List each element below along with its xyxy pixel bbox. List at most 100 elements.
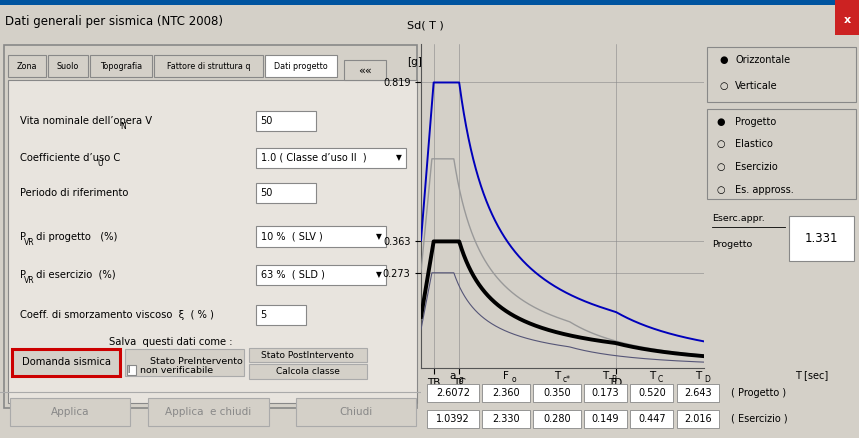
Bar	[125, 350, 244, 375]
Text: ▼: ▼	[376, 232, 381, 241]
Text: Domanda sismica: Domanda sismica	[21, 357, 111, 367]
Text: Chiudi: Chiudi	[339, 407, 373, 417]
Text: T: T	[602, 371, 609, 381]
Bar	[789, 215, 855, 261]
Bar	[10, 398, 131, 426]
Bar	[483, 410, 530, 428]
Text: non verificabile: non verificabile	[140, 366, 213, 375]
Text: Zona: Zona	[17, 62, 37, 71]
Bar	[427, 410, 479, 428]
Text: Stato PreIntervento: Stato PreIntervento	[150, 357, 243, 366]
Text: di progetto   (%): di progetto (%)	[33, 232, 118, 241]
Text: F: F	[503, 371, 509, 381]
Bar	[256, 110, 316, 131]
Text: VR: VR	[24, 237, 34, 247]
Text: 2.360: 2.360	[492, 388, 520, 398]
Text: Es. appross.: Es. appross.	[735, 185, 794, 194]
Text: Vita nominale dell’opera V: Vita nominale dell’opera V	[20, 116, 152, 126]
Bar	[90, 55, 152, 78]
Text: c*: c*	[563, 375, 571, 385]
Text: B: B	[612, 375, 617, 385]
Text: T: T	[649, 371, 655, 381]
Text: ○: ○	[716, 162, 725, 172]
Text: 2.330: 2.330	[492, 414, 520, 424]
Bar	[584, 410, 627, 428]
Text: VR: VR	[24, 276, 34, 285]
Text: Verticale: Verticale	[735, 81, 778, 91]
Text: Stato PostIntervento: Stato PostIntervento	[261, 351, 354, 360]
Text: ●: ●	[720, 55, 728, 65]
Text: Coeff. di smorzamento viscoso  ξ  ( % ): Coeff. di smorzamento viscoso ξ ( % )	[20, 310, 214, 320]
Bar	[8, 80, 417, 403]
Text: ○: ○	[716, 185, 725, 194]
Text: Salva  questi dati come :: Salva questi dati come :	[108, 337, 232, 347]
Bar	[835, 0, 859, 35]
Text: 1.0 ( Classe d’uso II  ): 1.0 ( Classe d’uso II )	[260, 153, 366, 163]
Text: 0.447: 0.447	[638, 414, 666, 424]
Bar	[677, 410, 719, 428]
Bar	[256, 148, 405, 168]
Bar	[708, 47, 856, 102]
Text: Progetto: Progetto	[735, 117, 777, 127]
Bar	[0, 0, 859, 5]
Text: T [sec]: T [sec]	[795, 370, 828, 380]
Text: P: P	[20, 232, 26, 241]
Text: N: N	[120, 122, 126, 131]
Text: 0.350: 0.350	[543, 388, 571, 398]
Text: Dati progetto: Dati progetto	[274, 62, 327, 71]
Bar	[149, 398, 269, 426]
Bar	[256, 226, 386, 247]
Bar	[256, 265, 386, 285]
Bar	[584, 384, 627, 402]
Text: Topografia: Topografia	[101, 62, 143, 71]
Bar	[8, 55, 46, 78]
Text: 0.280: 0.280	[543, 414, 571, 424]
Bar	[256, 305, 306, 325]
Text: ○: ○	[716, 139, 725, 149]
Text: [g]: [g]	[407, 57, 422, 67]
Bar	[295, 398, 416, 426]
Text: Dati generali per sismica (NTC 2008): Dati generali per sismica (NTC 2008)	[5, 14, 223, 28]
Text: ○: ○	[720, 81, 728, 91]
Text: Sd( T ): Sd( T )	[407, 21, 443, 31]
Text: ▼: ▼	[376, 270, 381, 279]
Text: o: o	[512, 375, 517, 385]
Text: 5: 5	[260, 310, 267, 320]
Bar	[48, 55, 88, 78]
Bar	[427, 384, 479, 402]
Text: 50: 50	[260, 188, 273, 198]
Text: 1.331: 1.331	[805, 232, 838, 245]
Text: 0.520: 0.520	[638, 388, 666, 398]
Text: Elastico: Elastico	[735, 139, 773, 149]
Text: Periodo di riferimento: Periodo di riferimento	[20, 188, 128, 198]
Bar	[533, 410, 581, 428]
Text: Esercizio: Esercizio	[735, 162, 778, 172]
Text: 0.173: 0.173	[592, 388, 619, 398]
Text: D: D	[704, 375, 710, 385]
Bar	[344, 60, 386, 81]
Bar	[256, 183, 316, 203]
Bar	[631, 384, 673, 402]
Bar	[265, 55, 337, 78]
Text: T: T	[695, 371, 701, 381]
Text: Applica: Applica	[51, 407, 89, 417]
Text: Coefficiente d’uso C: Coefficiente d’uso C	[20, 153, 120, 163]
Text: C: C	[658, 375, 663, 385]
Text: 2.6072: 2.6072	[436, 388, 470, 398]
Bar	[155, 55, 263, 78]
Text: 10 %  ( SLV ): 10 % ( SLV )	[260, 232, 322, 241]
Text: U: U	[97, 159, 103, 168]
Bar	[677, 384, 719, 402]
Text: ««: ««	[358, 65, 372, 75]
Text: 0.149: 0.149	[592, 414, 619, 424]
Text: 63 %  ( SLD ): 63 % ( SLD )	[260, 270, 325, 280]
Text: I: I	[127, 366, 130, 375]
Text: Suolo: Suolo	[57, 62, 79, 71]
Text: Progetto: Progetto	[712, 240, 752, 249]
Bar	[708, 109, 856, 199]
Text: ▼: ▼	[396, 153, 402, 162]
Text: a: a	[450, 371, 456, 381]
Text: 1.0392: 1.0392	[436, 414, 470, 424]
Bar	[248, 364, 367, 378]
Text: 50: 50	[260, 116, 273, 126]
